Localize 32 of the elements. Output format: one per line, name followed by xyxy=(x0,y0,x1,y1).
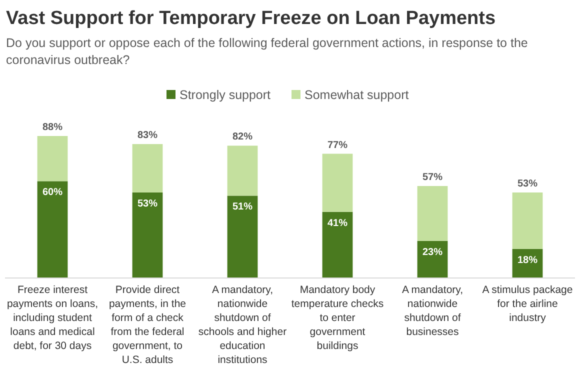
total-label: 83% xyxy=(137,130,158,142)
total-label: 88% xyxy=(42,122,63,133)
legend-label: Strongly support xyxy=(180,88,272,102)
x-tick-label: A mandatory, nationwide shutdown of businesses xyxy=(402,284,464,338)
bar xyxy=(37,136,68,182)
bar xyxy=(132,192,163,278)
total-label: 57% xyxy=(422,172,443,184)
x-tick-label: A stimulus package for the airline industry xyxy=(482,284,573,324)
chart-title: Vast Support for Temporary Freeze on Loan Payments xyxy=(6,8,496,29)
x-tick-label: A mandatory, nationwide shutdown of schools and higher education institutions xyxy=(198,284,288,366)
bar xyxy=(132,144,163,192)
bar xyxy=(37,181,68,278)
bar xyxy=(417,186,448,241)
data-label: 23% xyxy=(422,246,443,258)
total-label: 77% xyxy=(327,140,348,151)
data-label: 53% xyxy=(137,198,158,210)
data-label: 60% xyxy=(42,187,63,198)
data-label: 41% xyxy=(327,218,348,229)
total-label: 53% xyxy=(517,178,538,190)
bar xyxy=(227,196,258,278)
data-label: 18% xyxy=(517,254,538,266)
x-tick-label: Provide direct payments, in the form of a check from the federal government, to U.S. adults xyxy=(108,284,186,366)
data-label: 51% xyxy=(232,202,253,213)
bar xyxy=(322,212,353,278)
bar xyxy=(227,146,258,196)
bar xyxy=(322,154,353,212)
legend-label: Somewhat support xyxy=(304,88,410,102)
bar xyxy=(512,192,543,249)
x-tick-label: Freeze interest payments on loans, including student loans and medical debt, for 30 days xyxy=(6,284,98,352)
x-tick-label: Mandatory body temperature checks to enter government buildings xyxy=(291,284,384,352)
total-label: 82% xyxy=(232,132,253,143)
chart-subtitle: Do you support or oppose each of the following federal government actions, in response to the coronavirus outbreak? xyxy=(6,36,528,67)
